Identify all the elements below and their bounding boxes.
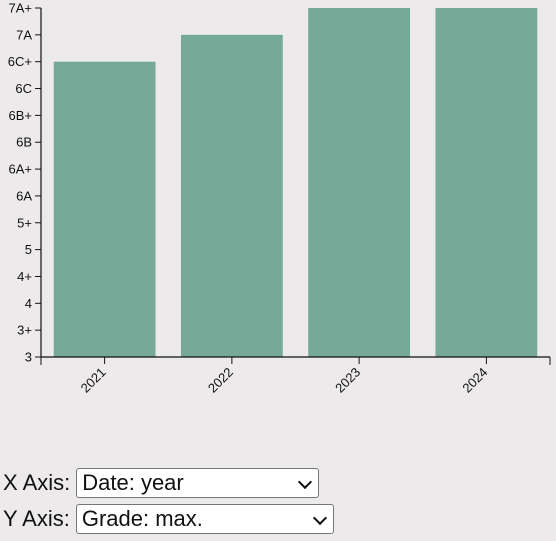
x-tick-label: 2022 — [205, 365, 236, 396]
x-tick-label: 2021 — [78, 365, 109, 396]
x-axis: 2021 2022 2023 2024 — [40, 356, 551, 396]
y-tick-label: 6B+ — [9, 108, 33, 123]
bar — [180, 34, 283, 357]
y-tick-label: 3 — [25, 350, 32, 365]
chevron-down-icon — [298, 474, 313, 489]
x-axis-select[interactable]: Date: year — [76, 467, 320, 498]
y-tick-label: 5+ — [17, 215, 32, 230]
x-tick-label: 2024 — [459, 365, 490, 396]
y-tick-label: 6A — [16, 188, 32, 203]
y-axis-label: Y Axis: — [3, 505, 70, 531]
y-tick-label: 4+ — [17, 269, 32, 284]
x-axis-select-value: Date: year — [82, 469, 184, 495]
bar — [435, 8, 538, 357]
axis-controls: X Axis: Date: year Y Axis: Grade: max. — [3, 466, 334, 538]
y-tick-label: 5 — [25, 242, 32, 257]
y-axis: 3 3+ 4 4+ 5 5+ 6A 6A+ 6B 6B+ 6C 6C+ 7A 7A+ — [8, 1, 42, 365]
y-tick-label: 6A+ — [9, 162, 33, 177]
y-tick-label: 4 — [25, 296, 32, 311]
bars-group — [53, 8, 538, 357]
y-axis-select[interactable]: Grade: max. — [75, 503, 334, 534]
y-axis-select-value: Grade: max. — [81, 505, 203, 531]
y-tick-label: 6C+ — [8, 54, 32, 69]
x-axis-label: X Axis: — [3, 469, 71, 495]
y-tick-label: 6B — [16, 135, 32, 150]
x-tick-label: 2023 — [332, 365, 363, 396]
y-tick-label: 6C — [15, 81, 32, 96]
y-axis-control: Y Axis: Grade: max. — [3, 502, 334, 535]
chevron-down-icon — [312, 510, 327, 525]
x-axis-control: X Axis: Date: year — [3, 466, 334, 499]
y-tick-label: 7A — [16, 27, 32, 42]
bar — [53, 61, 156, 357]
y-tick-label: 3+ — [17, 323, 32, 338]
y-tick-label: 7A+ — [9, 1, 33, 16]
bar — [308, 8, 411, 357]
